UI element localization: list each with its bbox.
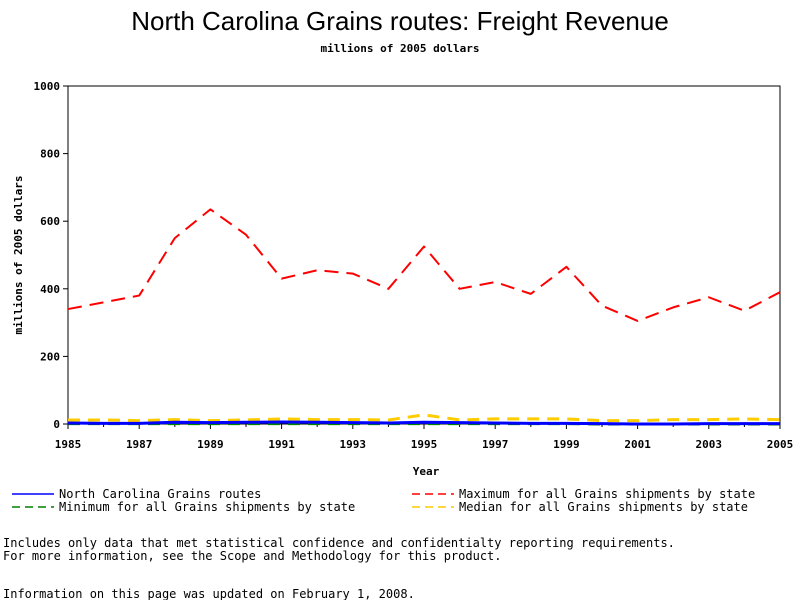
y-tick-label: 800 [40,148,60,161]
x-axis-title: Year [413,465,440,478]
x-tick-label: 1989 [197,438,224,451]
x-tick-label: 1993 [340,438,367,451]
chart-subtitle: millions of 2005 dollars [320,42,480,55]
x-tick-label: 1991 [268,438,295,451]
footnote-methodology: For more information, see the Scope and … [3,549,502,563]
plot-area-frame [67,85,781,425]
x-tick-label: 1985 [55,438,82,451]
series-lines [67,208,781,426]
x-axis: 1985 1987 1989 1991 1993 1995 1997 1999 2001 2003… [55,424,794,451]
update-notice: Information on this page was updated on … [3,587,415,600]
legend-label: Minimum for all Grains shipments by stat… [59,500,355,514]
footnote-confidence: Includes only data that met statistical … [3,536,675,550]
y-tick-label: 1000 [34,80,61,93]
y-tick-label: 0 [53,418,60,431]
y-axis-title: millions of 2005 dollars [12,176,25,335]
x-tick-label: 1995 [411,438,438,451]
y-tick-label: 600 [40,215,60,228]
y-axis: 0 200 400 600 800 1000 [34,80,68,431]
legend-label: Median for all Grains shipments by state [459,500,748,514]
y-tick-label: 200 [40,350,60,363]
legend-label: Maximum for all Grains shipments by stat… [459,487,755,501]
series-line-3 [68,413,781,423]
legend-label: North Carolina Grains routes [59,487,261,501]
chart-title: North Carolina Grains routes: Freight Re… [131,6,669,36]
x-tick-label: 1987 [126,438,153,451]
x-tick-label: 1997 [482,438,509,451]
x-tick-label: 2005 [767,438,794,451]
series-line-0 [67,420,780,426]
x-tick-label: 2003 [696,438,723,451]
legend: North Carolina Grains routes Maximum for … [12,487,755,514]
x-tick-label: 1999 [553,438,580,451]
x-tick-label: 2001 [624,438,651,451]
y-tick-label: 400 [40,283,60,296]
series-line-1 [67,208,781,322]
